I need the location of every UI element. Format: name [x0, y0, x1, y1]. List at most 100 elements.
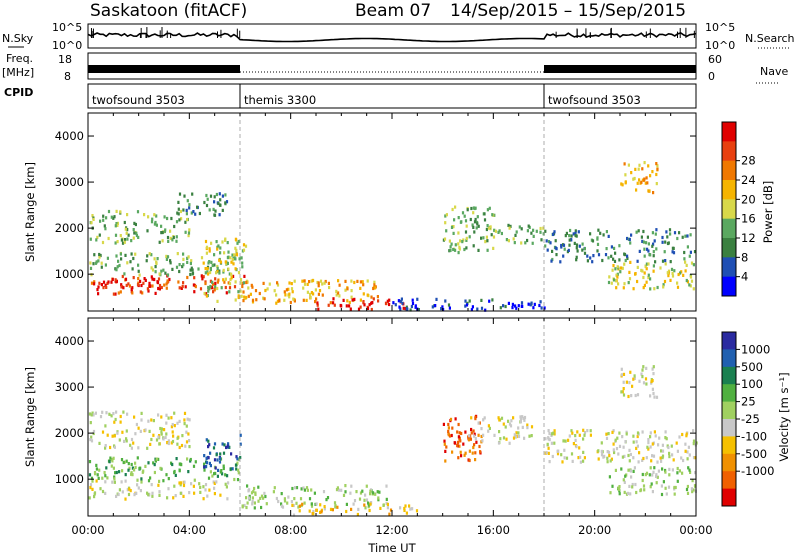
heatmap-cell	[89, 483, 93, 487]
heatmap-cell	[176, 211, 179, 215]
heatmap-cell	[199, 485, 202, 489]
heatmap-cell	[173, 484, 176, 488]
heatmap-cell	[130, 462, 133, 467]
heatmap-cell	[283, 497, 286, 501]
colorbar-swatch	[722, 276, 736, 297]
heatmap-cell	[139, 429, 142, 433]
cpid-segment-label: twofsound 3503	[548, 93, 641, 107]
heatmap-cell	[226, 256, 229, 260]
heatmap-cell	[645, 471, 649, 475]
heatmap-cell	[626, 491, 630, 495]
heatmap-cell	[676, 449, 679, 453]
heatmap-cell	[688, 254, 691, 258]
heatmap-cell	[250, 491, 254, 495]
heatmap-cell	[181, 284, 184, 289]
heatmap-cell	[550, 259, 553, 263]
nsky-tick-bottom: 10^0	[52, 39, 82, 52]
heatmap-cell	[644, 264, 647, 268]
heatmap-cell	[309, 292, 312, 296]
heatmap-cell	[99, 415, 103, 419]
heatmap-cell	[207, 476, 211, 480]
heatmap-cell	[178, 263, 181, 267]
heatmap-cell	[557, 449, 560, 453]
heatmap-cell	[477, 433, 480, 437]
heatmap-cell	[662, 285, 665, 289]
heatmap-cell	[554, 246, 557, 250]
heatmap-cell	[574, 229, 577, 233]
heatmap-cell	[589, 256, 592, 260]
heatmap-cell	[688, 453, 691, 457]
heatmap-cell	[524, 241, 527, 245]
heatmap-cell	[452, 247, 455, 252]
heatmap-cell	[292, 297, 295, 301]
heatmap-cell	[627, 468, 630, 472]
heatmap-cell	[241, 265, 244, 269]
heatmap-cell	[671, 250, 674, 254]
heatmap-cell	[444, 459, 447, 463]
heatmap-cell	[638, 178, 641, 182]
y-tick-label: 3000	[55, 175, 84, 189]
heatmap-cell	[235, 467, 238, 471]
heatmap-cell	[693, 250, 697, 254]
heatmap-cell	[113, 480, 116, 484]
heatmap-cell	[222, 464, 225, 468]
heatmap-cell	[526, 426, 529, 430]
heatmap-cell	[128, 487, 131, 491]
nave-label: Nave	[760, 65, 788, 78]
heatmap-cell	[275, 301, 278, 305]
heatmap-cell	[532, 228, 535, 232]
heatmap-cell	[641, 368, 644, 372]
heatmap-cell	[165, 473, 168, 477]
heatmap-cell	[589, 429, 592, 433]
heatmap-cell	[642, 275, 645, 280]
heatmap-cell	[507, 419, 510, 423]
heatmap-cell	[213, 213, 217, 217]
heatmap-cell	[154, 265, 157, 269]
colorbar-swatch	[722, 238, 736, 258]
heatmap-cell	[263, 491, 266, 495]
heatmap-cell	[686, 457, 689, 461]
heatmap-cell	[484, 308, 487, 312]
heatmap-cell	[346, 299, 349, 303]
heatmap-cell	[272, 490, 275, 494]
heatmap-cell	[394, 303, 397, 307]
heatmap-cell	[214, 285, 217, 289]
heatmap-cell	[678, 231, 681, 235]
heatmap-cell	[143, 213, 146, 217]
heatmap-cell	[305, 486, 309, 490]
heatmap-cell	[204, 267, 207, 271]
heatmap-cell	[497, 230, 500, 234]
heatmap-cell	[215, 240, 218, 244]
heatmap-cell	[607, 450, 611, 454]
heatmap-cell	[641, 375, 644, 379]
heatmap-cell	[203, 291, 206, 296]
cpid-segment-label: themis 3300	[244, 93, 316, 107]
heatmap-cell	[89, 266, 93, 270]
heatmap-cell	[205, 193, 208, 198]
heatmap-cell	[248, 494, 251, 498]
heatmap-cell	[643, 247, 646, 251]
heatmap-cell	[170, 216, 173, 221]
heatmap-cell	[172, 496, 175, 500]
heatmap-cell	[224, 285, 227, 290]
heatmap-cell	[215, 271, 218, 275]
heatmap-cell	[119, 252, 122, 256]
heatmap-cell	[169, 259, 172, 263]
heatmap-cell	[621, 266, 624, 270]
heatmap-cell	[649, 253, 652, 257]
heatmap-cell	[216, 266, 219, 270]
heatmap-cell	[403, 508, 406, 512]
heatmap-cell	[692, 429, 695, 433]
heatmap-cell	[610, 245, 613, 249]
heatmap-cell	[572, 232, 575, 236]
heatmap-cell	[220, 286, 223, 290]
heatmap-cell	[498, 430, 501, 434]
heatmap-cell	[370, 307, 373, 312]
heatmap-cell	[386, 299, 389, 303]
heatmap-cell	[353, 280, 356, 285]
heatmap-cell	[649, 174, 652, 178]
heatmap-cell	[480, 434, 483, 439]
heatmap-cell	[212, 207, 215, 211]
heatmap-cell	[652, 391, 655, 396]
heatmap-cell	[170, 441, 173, 445]
